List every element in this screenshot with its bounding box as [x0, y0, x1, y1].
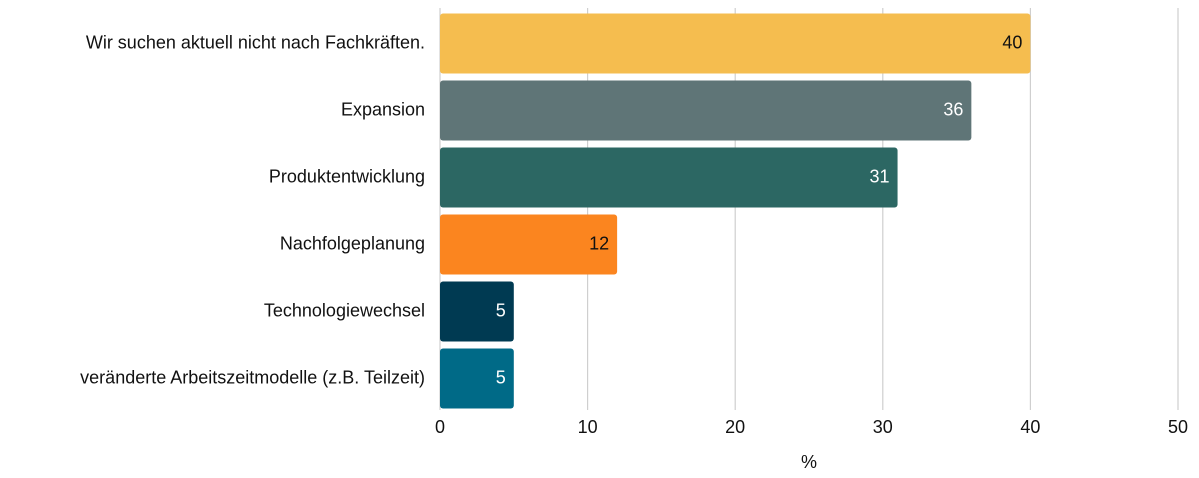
bar [440, 281, 514, 342]
bar [440, 348, 514, 409]
value-label: 36 [943, 99, 963, 119]
bar [440, 147, 898, 208]
y-tick-label: Wir suchen aktuell nicht nach Fachkräfte… [86, 32, 425, 52]
value-label: 31 [870, 166, 890, 186]
x-tick-label: 0 [435, 417, 445, 437]
value-label: 40 [1002, 32, 1022, 52]
y-tick-label: veränderte Arbeitszeitmodelle (z.B. Teil… [80, 367, 425, 387]
y-tick-label: Expansion [341, 99, 425, 119]
bar [440, 13, 1031, 74]
bar [440, 80, 972, 141]
y-tick-label: Technologiewechsel [264, 300, 425, 320]
x-tick-label: 40 [1020, 417, 1040, 437]
x-tick-label: 50 [1168, 417, 1188, 437]
value-label: 5 [496, 300, 506, 320]
x-tick-label: 30 [873, 417, 893, 437]
bar [440, 214, 618, 275]
value-label: 12 [589, 233, 609, 253]
x-tick-label: 20 [725, 417, 745, 437]
x-axis-label: % [801, 452, 817, 472]
y-tick-label: Produktentwicklung [269, 166, 425, 186]
value-label: 5 [496, 367, 506, 387]
x-tick-label: 10 [578, 417, 598, 437]
y-tick-label: Nachfolgeplanung [280, 233, 425, 253]
